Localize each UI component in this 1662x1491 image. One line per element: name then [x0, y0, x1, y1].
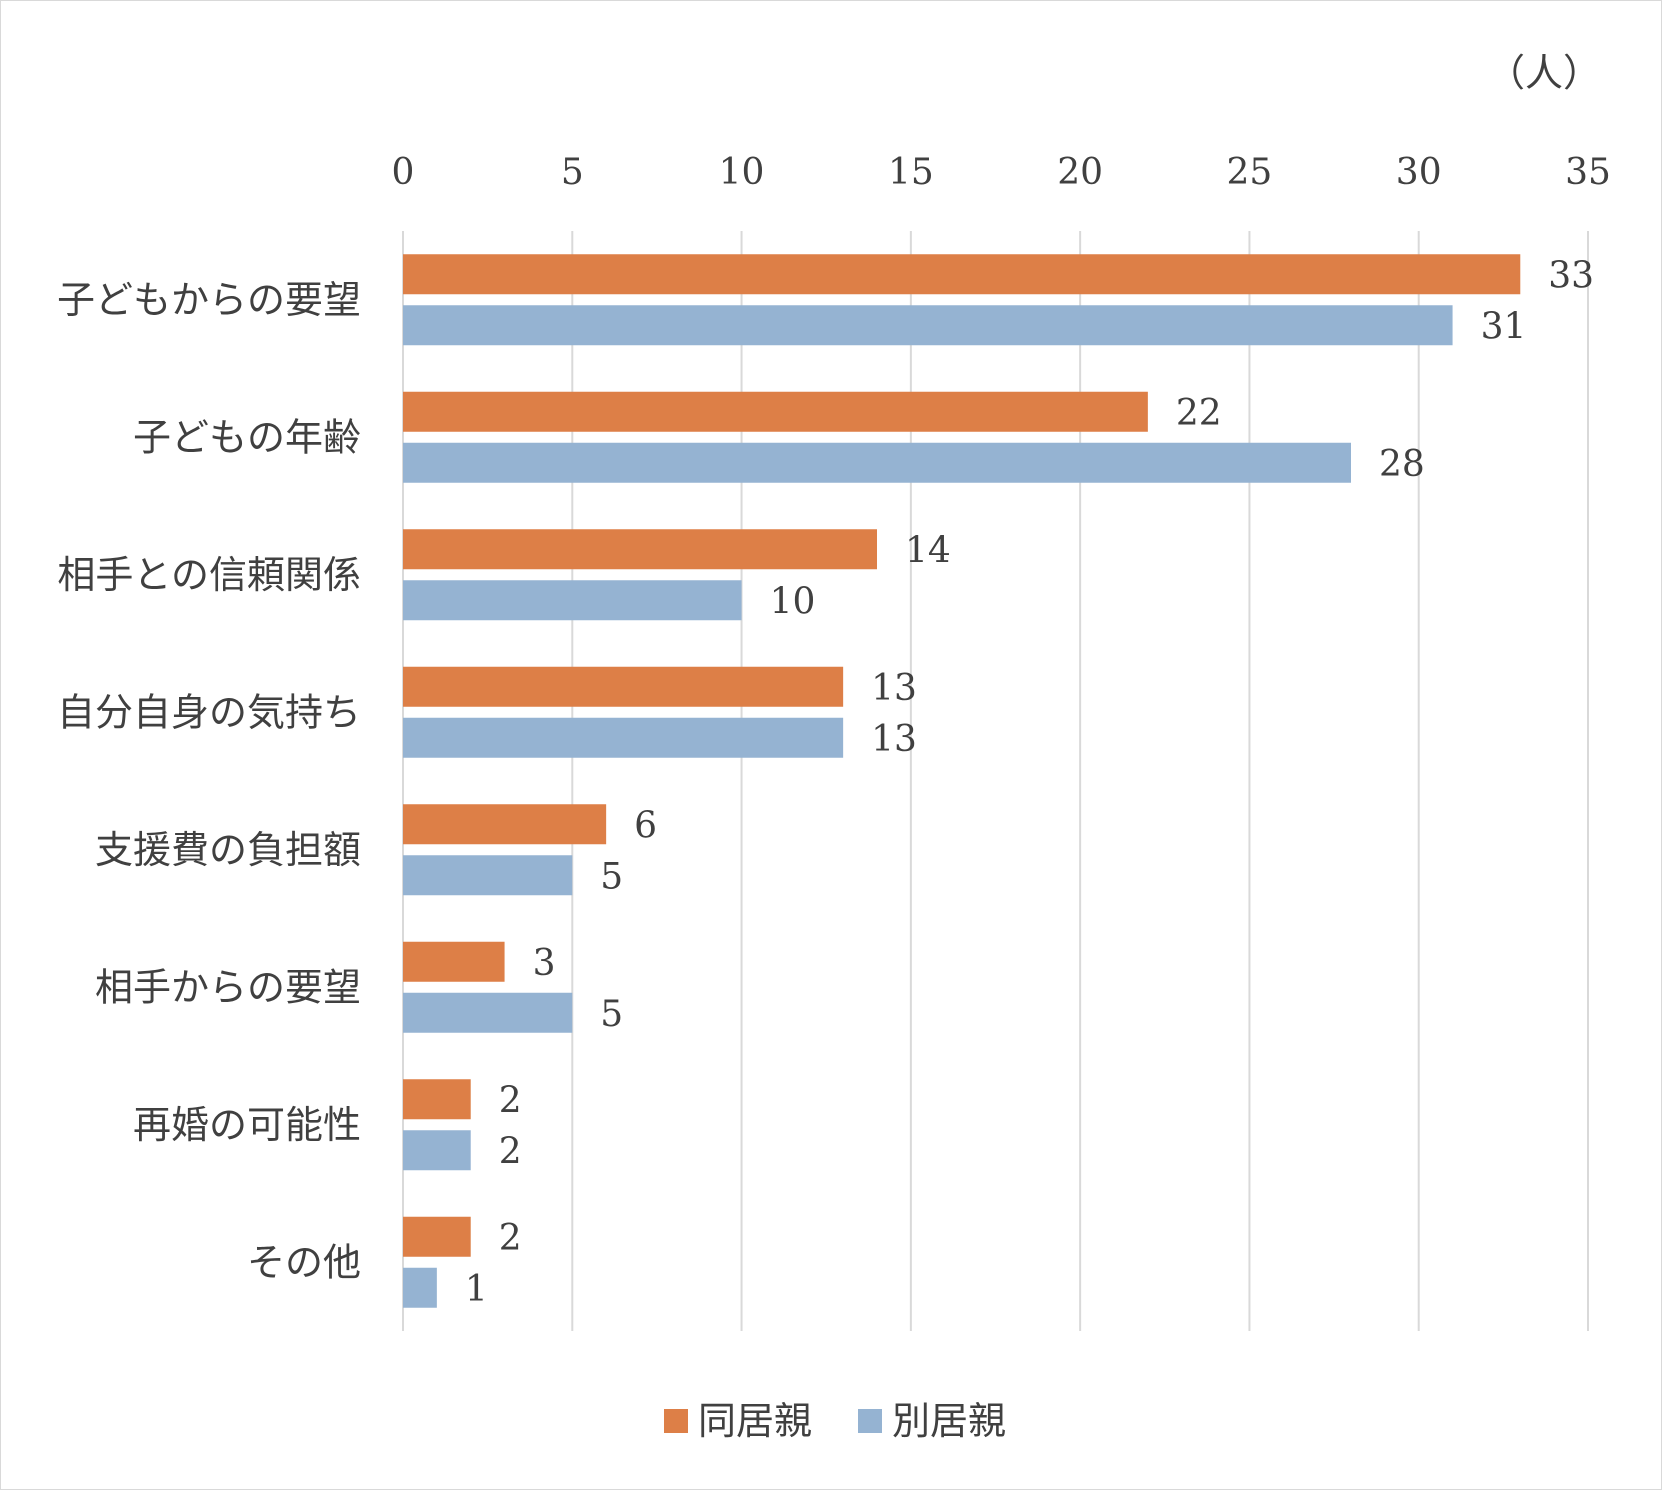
data-label: 2 [499, 1218, 522, 1259]
category-label: 相手からの要望 [95, 965, 361, 1009]
x-tick-label: 15 [888, 152, 934, 193]
bar-series2 [403, 855, 573, 896]
bar-series1 [403, 666, 844, 707]
data-label: 33 [1548, 255, 1594, 296]
data-label: 6 [634, 805, 657, 846]
data-label: 5 [600, 856, 623, 897]
bar-series1 [403, 1079, 471, 1120]
x-tick-label: 20 [1057, 152, 1103, 193]
legend: 同居親 別居親 [664, 1399, 1006, 1443]
bar-series2 [403, 717, 844, 758]
x-tick-label: 30 [1396, 152, 1442, 193]
data-label: 10 [770, 581, 816, 622]
data-label: 28 [1379, 444, 1425, 485]
data-label: 1 [465, 1269, 488, 1310]
category-label: 子どもからの要望 [57, 278, 361, 322]
bar-series1 [403, 941, 505, 982]
bar-series1 [403, 529, 877, 570]
data-label: 13 [871, 668, 917, 709]
category-label: 自分自身の気持ち [57, 690, 361, 734]
bar-series2 [403, 305, 1453, 346]
bar-series1 [403, 254, 1521, 295]
legend-label: 別居親 [892, 1399, 1006, 1443]
bar-series2 [403, 1130, 471, 1171]
bar-series2 [403, 1267, 437, 1308]
category-labels: 子どもからの要望子どもの年齢相手との信頼関係自分自身の気持ち支援費の負担額相手か… [57, 278, 361, 1285]
legend-label: 同居親 [698, 1399, 812, 1443]
data-label: 2 [499, 1131, 522, 1172]
data-label: 14 [905, 530, 951, 571]
unit-label: （人） [1487, 51, 1601, 95]
data-label: 31 [1481, 306, 1527, 347]
data-label: 13 [871, 719, 917, 760]
data-label: 3 [533, 943, 556, 984]
category-label: 再婚の可能性 [133, 1103, 361, 1147]
x-tick-label: 0 [392, 152, 415, 193]
bar-series2 [403, 992, 573, 1033]
bar-series1 [403, 804, 607, 845]
bar-series1 [403, 1216, 471, 1257]
legend-swatch [664, 1409, 688, 1433]
x-axis-ticks: 0 5 10 15 20 25 30 35 [392, 152, 1611, 193]
legend-swatch [858, 1409, 882, 1433]
data-label: 22 [1176, 393, 1222, 434]
category-label: その他 [247, 1240, 361, 1284]
category-label: 支援費の負担額 [95, 828, 361, 872]
x-tick-label: 25 [1227, 152, 1273, 193]
data-label: 2 [499, 1080, 522, 1121]
x-tick-label: 5 [561, 152, 584, 193]
bars [403, 254, 1521, 1308]
category-label: 子どもの年齢 [133, 415, 361, 459]
category-label: 相手との信頼関係 [57, 553, 361, 597]
bar-series2 [403, 580, 742, 621]
bar-series2 [403, 442, 1351, 483]
x-tick-label: 10 [719, 152, 765, 193]
bar-series1 [403, 391, 1148, 432]
x-tick-label: 35 [1565, 152, 1611, 193]
data-label: 5 [600, 994, 623, 1035]
